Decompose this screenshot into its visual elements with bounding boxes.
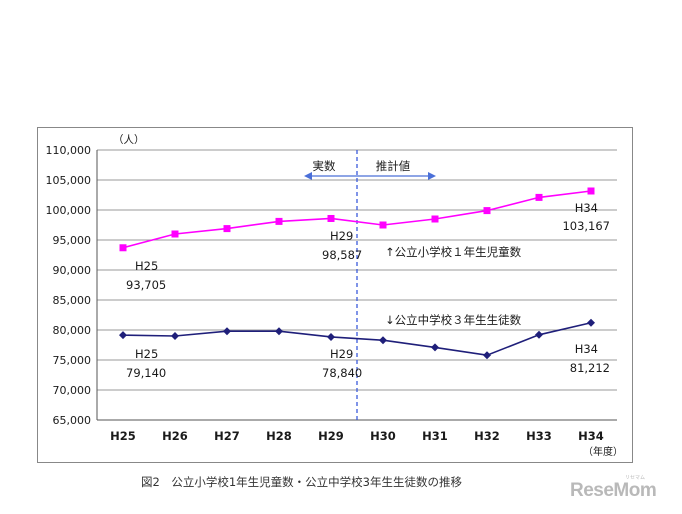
data-value-h29-elementary: 98,587 xyxy=(322,248,362,262)
data-value-h25-junior-high: 79,140 xyxy=(126,366,166,380)
data-point-elementary xyxy=(223,225,231,233)
y-tick-label: 100,000 xyxy=(46,204,92,217)
data-label-h25-elementary: H25 xyxy=(135,259,158,273)
data-point-elementary xyxy=(171,230,179,238)
data-point-junior-high xyxy=(171,332,179,340)
data-point-elementary xyxy=(587,187,595,195)
data-point-junior-high xyxy=(327,332,335,341)
y-tick-label: 70,000 xyxy=(53,384,92,397)
x-tick-label: H34 xyxy=(578,429,604,443)
data-point-elementary xyxy=(431,215,439,223)
y-tick-label: 85,000 xyxy=(53,294,92,307)
figure-caption: 図2 公立小学校1年生児童数・公立中学校3年生生徒数の推移 xyxy=(141,475,462,489)
series-elementary-line xyxy=(122,190,592,249)
x-tick-label: H33 xyxy=(526,429,552,443)
y-tick-label: 95,000 xyxy=(53,234,92,247)
y-tick-label: 80,000 xyxy=(53,324,92,337)
arrow-head-right xyxy=(428,172,436,180)
data-point-junior-high xyxy=(223,327,231,336)
data-label-h25-junior-high: H25 xyxy=(135,347,158,361)
series-label-elementary: ↑公立小学校１年生児童数 xyxy=(385,245,522,259)
data-point-elementary xyxy=(535,193,543,201)
y-tick-label: 75,000 xyxy=(53,354,92,367)
data-point-junior-high xyxy=(379,336,387,345)
x-tick-label: H28 xyxy=(266,429,292,443)
x-tick-label: H29 xyxy=(318,429,344,443)
data-label-h29-elementary: H29 xyxy=(330,229,353,243)
resemom-logo: ReseMom xyxy=(570,480,657,501)
x-axis-unit: （年度） xyxy=(583,445,623,458)
data-value-h25-elementary: 93,705 xyxy=(126,278,166,292)
data-point-junior-high xyxy=(275,327,283,336)
resemom-logo-sub: リセマム xyxy=(625,475,646,481)
y-axis-unit: （人） xyxy=(113,134,145,146)
y-tick-label: 65,000 xyxy=(53,414,92,427)
data-label-h34-junior-high: H34 xyxy=(575,342,598,356)
x-tick-label: H27 xyxy=(214,429,240,443)
series-label-junior-high: ↓公立中学校３年生生徒数 xyxy=(385,313,522,327)
data-point-elementary xyxy=(119,244,127,252)
data-label-h34-elementary: H34 xyxy=(575,201,598,215)
data-point-elementary xyxy=(327,214,335,222)
data-point-junior-high xyxy=(119,331,127,340)
data-point-junior-high xyxy=(587,318,595,327)
arrow-head-left xyxy=(304,172,312,180)
y-tick-label: 90,000 xyxy=(53,264,92,277)
data-point-elementary xyxy=(379,221,387,229)
x-tick-label: H32 xyxy=(474,429,500,443)
data-point-elementary xyxy=(275,217,283,225)
data-point-junior-high xyxy=(431,343,439,352)
x-tick-label: H25 xyxy=(110,429,136,443)
data-point-junior-high xyxy=(535,330,543,339)
y-tick-label: 110,000 xyxy=(46,144,92,157)
data-value-h34-elementary: 103,167 xyxy=(562,219,610,233)
data-value-h29-junior-high: 78,840 xyxy=(322,366,362,380)
x-tick-label: H26 xyxy=(162,429,188,443)
x-tick-label: H30 xyxy=(370,429,396,443)
series-junior-high-line xyxy=(122,321,592,357)
chart-frame xyxy=(37,127,633,463)
data-point-junior-high xyxy=(483,351,491,360)
x-tick-label: H31 xyxy=(422,429,448,443)
annotation-estimate: 推計値 xyxy=(376,159,411,173)
data-point-elementary xyxy=(483,207,491,215)
data-label-h29-junior-high: H29 xyxy=(330,347,353,361)
data-value-h34-junior-high: 81,212 xyxy=(570,361,610,375)
y-tick-label: 105,000 xyxy=(46,174,92,187)
annotation-actual: 実数 xyxy=(313,159,336,173)
